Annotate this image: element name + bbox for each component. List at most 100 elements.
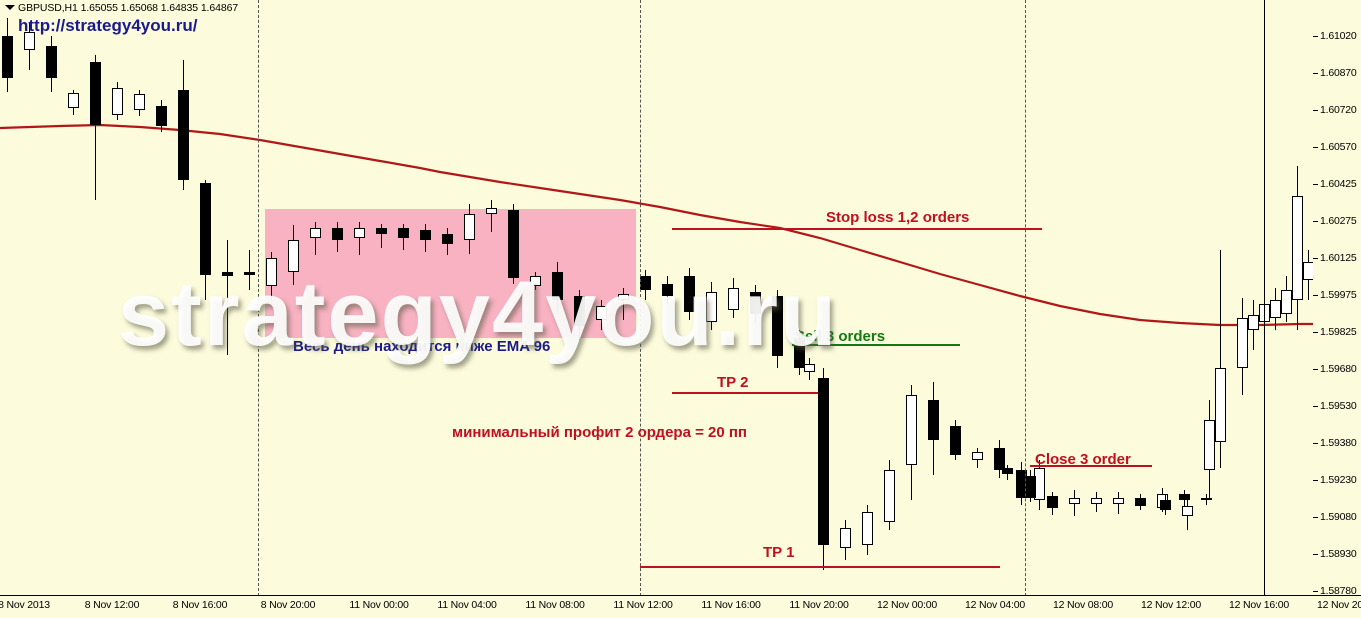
price-tick-label: 1.60720	[1320, 104, 1357, 116]
day-separator	[640, 0, 641, 596]
symbol-info-label: GBPUSD,H1 1.65055 1.65068 1.64835 1.6486…	[18, 2, 239, 14]
candle-body	[684, 276, 695, 312]
time-tick-label: 11 Nov 08:00	[525, 599, 585, 611]
candle-body	[398, 228, 409, 238]
candle-body	[1069, 498, 1080, 504]
candle-body	[508, 210, 519, 278]
candle-body	[750, 292, 761, 314]
candle-body	[596, 306, 607, 320]
candle-body	[24, 32, 35, 50]
sell-line[interactable]	[792, 344, 960, 346]
candle-body	[1215, 368, 1226, 442]
candle-body	[442, 234, 453, 244]
time-tick-label: 12 Nov 04:00	[964, 599, 1026, 611]
price-tick	[1313, 480, 1318, 481]
time-tick-label: 12 Nov 08:00	[1052, 599, 1114, 611]
candle-body	[928, 400, 939, 440]
candle-body	[90, 62, 101, 125]
site-url-label: http://strategy4you.ru/	[18, 16, 198, 35]
time-tick-label: 11 Nov 00:00	[349, 599, 409, 611]
price-axis[interactable]: 1.61020 1.60870 1.60720 1.60570 1.60425 1.602…	[1313, 0, 1361, 597]
chart-plot-area[interactable]: Stop loss 1,2 orders Sell 3 orders TP 2 TP …	[0, 0, 1313, 596]
tp2-label: TP 2	[717, 374, 749, 391]
price-tick	[1313, 36, 1318, 37]
candle-body	[1135, 498, 1146, 506]
stop-loss-line[interactable]	[672, 228, 1042, 230]
day-separator	[1025, 0, 1026, 596]
candle-body	[376, 228, 387, 234]
candle-body	[200, 183, 211, 275]
close-line[interactable]	[1030, 465, 1152, 467]
price-tick-label: 1.59230	[1320, 474, 1357, 486]
min-profit-label: минимальный профит 2 ордера = 20 пп	[452, 424, 747, 441]
candle-body	[618, 294, 629, 300]
candle-body	[1002, 468, 1013, 474]
tp1-label: TP 1	[763, 544, 795, 561]
candle-body	[772, 296, 783, 356]
price-tick	[1313, 295, 1318, 296]
candle-body	[1281, 290, 1292, 314]
price-tick	[1313, 554, 1318, 555]
below-ema-label: Весь день находится ниже EMA 96	[293, 338, 551, 355]
candle-body	[486, 208, 497, 214]
candle-body	[420, 230, 431, 240]
candle-body	[862, 512, 873, 545]
time-tick-label: 12 Nov 00:00	[876, 599, 938, 611]
candle-body	[156, 106, 167, 126]
price-tick-label: 1.60870	[1320, 67, 1357, 79]
candle-body	[46, 46, 57, 78]
tp1-line[interactable]	[640, 566, 1000, 568]
price-tick-label: 1.60570	[1320, 141, 1357, 153]
candle-wick	[249, 250, 250, 290]
candle-body	[1113, 498, 1124, 504]
stop-loss-label: Stop loss 1,2 orders	[826, 209, 970, 226]
candle-body	[972, 452, 983, 460]
candle-body	[840, 528, 851, 548]
price-tick	[1313, 147, 1318, 148]
candle-body	[244, 272, 255, 275]
time-axis[interactable]: 8 Nov 2013 8 Nov 12:00 8 Nov 16:00 8 Nov 20…	[0, 596, 1361, 618]
price-tick	[1313, 184, 1318, 185]
price-tick-label: 1.60275	[1320, 215, 1357, 227]
candle-wick	[491, 200, 492, 232]
candle-body	[1270, 300, 1281, 318]
time-tick-label: 11 Nov 20:00	[789, 599, 849, 611]
time-tick-label: 11 Nov 04:00	[437, 599, 497, 611]
ema-96-line	[0, 123, 1313, 327]
candle-wick	[381, 224, 382, 248]
time-tick-label: 8 Nov 2013	[0, 599, 50, 611]
time-tick-label: 11 Nov 12:00	[613, 599, 673, 611]
price-tick-label: 1.60425	[1320, 178, 1357, 190]
price-axis-line	[1264, 0, 1265, 596]
tp2-line[interactable]	[672, 392, 818, 394]
candle-body	[2, 36, 13, 78]
price-tick	[1313, 443, 1318, 444]
candle-body	[288, 240, 299, 272]
candle-body	[68, 93, 79, 108]
candle-body	[794, 338, 805, 368]
candle-body	[222, 272, 233, 276]
candle-body	[1204, 420, 1215, 470]
candle-body	[818, 378, 829, 545]
candle-body	[906, 395, 917, 465]
candle-body	[1179, 494, 1190, 500]
price-tick	[1313, 591, 1318, 592]
day-separator	[258, 0, 259, 596]
candle-body	[464, 214, 475, 240]
price-tick-label: 1.58930	[1320, 548, 1357, 560]
candle-body	[950, 426, 961, 455]
time-tick-label: 8 Nov 16:00	[172, 599, 228, 611]
candle-body	[134, 94, 145, 110]
sell-orders-label: Sell 3 orders	[795, 328, 886, 345]
candle-body	[1292, 196, 1303, 300]
price-tick	[1313, 73, 1318, 74]
price-tick-label: 1.59975	[1320, 289, 1357, 301]
price-tick	[1313, 406, 1318, 407]
candle-body	[1182, 506, 1193, 516]
price-tick-label: 1.59380	[1320, 437, 1357, 449]
time-axis-line	[0, 595, 1361, 596]
candle-body	[640, 276, 651, 290]
chevron-down-icon[interactable]	[5, 5, 15, 10]
candle-wick	[1220, 250, 1221, 468]
candle-body	[804, 364, 815, 372]
